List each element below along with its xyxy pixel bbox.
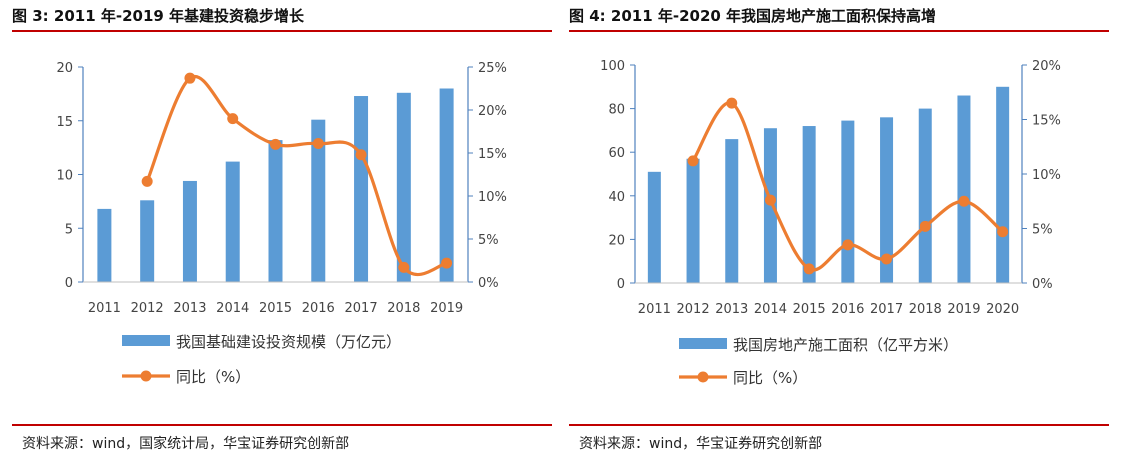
x-tick-label: 2015: [793, 302, 826, 317]
bar: [396, 92, 411, 282]
legend-label-bar: 我国基础建设投资规模（万亿元）: [176, 333, 401, 351]
x-tick-label: 2014: [754, 302, 787, 317]
x-tick-label: 2011: [638, 302, 671, 317]
legend-swatch-bar: [122, 335, 170, 346]
line-point: [227, 113, 239, 125]
source-rule: [12, 424, 552, 426]
line-point: [842, 239, 854, 251]
y-tick-label-left: 40: [608, 190, 625, 205]
bar: [957, 95, 971, 284]
bar: [311, 119, 326, 282]
line-point: [355, 149, 367, 161]
y-tick-label-right: 20%: [1032, 59, 1061, 74]
x-tick-label: 2014: [216, 301, 249, 316]
bar: [841, 120, 855, 283]
chart-panel-infrastructure: 图 3: 2011 年-2019 年基建投资稳步增长 0 5 10 15 20 0% 5% 1…: [12, 0, 562, 463]
bar: [918, 108, 932, 283]
bar: [225, 161, 240, 282]
legend-label-bar: 我国房地产施工面积（亿平方米）: [733, 336, 958, 354]
chart-title: 图 4: 2011 年-2020 年我国房地产施工面积保持高增: [569, 7, 937, 25]
line-point: [881, 253, 893, 265]
legend-swatch-bar: [679, 338, 727, 349]
x-tick-label: 2020: [986, 302, 1019, 317]
legend-label-line: 同比（%）: [176, 368, 250, 386]
line-point: [803, 263, 815, 275]
y-tick-label-right: 15%: [478, 147, 507, 162]
line-point: [687, 155, 699, 167]
line-point: [919, 220, 931, 232]
y-tick-label-left: 100: [600, 59, 625, 74]
y-tick-label-left: 10: [56, 169, 73, 184]
chart-real-estate-construction-area: 0 20 40 60 80 100 0% 5% 10% 15% 20% 2011 2012 2013 201…: [600, 59, 1061, 387]
bar: [880, 117, 894, 283]
y-tick-label-right: 0%: [478, 276, 499, 291]
line-point: [997, 226, 1009, 238]
title-rule: [12, 30, 552, 32]
x-tick-label: 2012: [131, 301, 164, 316]
y-tick-label-right: 10%: [1032, 168, 1061, 183]
source-note: 资料来源：wind，华宝证券研究创新部: [579, 436, 823, 452]
y-tick-label-left: 15: [56, 115, 73, 130]
line-point: [398, 261, 410, 273]
source-note: 资料来源：wind，国家统计局，华宝证券研究创新部: [22, 436, 350, 452]
chart-panel-real-estate: 图 4: 2011 年-2020 年我国房地产施工面积保持高增 0 20 40 60 8…: [569, 0, 1119, 463]
bar: [647, 171, 661, 283]
y-tick-label-left: 20: [608, 233, 625, 248]
bar: [439, 88, 454, 282]
y-tick-label-right: 15%: [1032, 114, 1061, 129]
x-tick-label: 2016: [302, 301, 335, 316]
bar: [97, 208, 112, 282]
title-rule: [569, 30, 1109, 32]
y-tick-label-right: 5%: [478, 233, 499, 248]
bar: [802, 126, 816, 283]
bar: [725, 139, 739, 283]
y-tick-label-right: 5%: [1032, 223, 1053, 238]
bar: [354, 96, 369, 283]
chart-infrastructure-investment: 0 5 10 15 20 0% 5% 10% 15% 20% 25% 2011 2012 2013 2014…: [56, 61, 507, 386]
y-tick-label-left: 0: [617, 277, 625, 292]
x-tick-label: 2017: [345, 301, 378, 316]
x-tick-label: 2012: [677, 302, 710, 317]
x-tick-label: 2018: [909, 302, 942, 317]
x-tick-label: 2019: [947, 302, 980, 317]
x-tick-label: 2017: [870, 302, 903, 317]
legend-label-line: 同比（%）: [733, 369, 807, 387]
line-point: [726, 97, 738, 109]
y-tick-label-right: 20%: [478, 104, 507, 119]
x-tick-label: 2013: [173, 301, 206, 316]
x-tick-label: 2013: [715, 302, 748, 317]
line-point: [958, 195, 970, 207]
x-tick-label: 2019: [430, 301, 463, 316]
line-point: [764, 194, 776, 206]
bar: [182, 180, 197, 282]
series-line-yoy: [691, 101, 1004, 272]
line-point: [184, 72, 196, 84]
source-rule: [569, 424, 1109, 426]
bar: [996, 86, 1010, 283]
bar: [268, 140, 283, 282]
line-point: [270, 138, 281, 150]
bar: [686, 158, 700, 283]
x-tick-label: 2016: [831, 302, 864, 317]
legend-swatch-marker: [140, 370, 152, 382]
x-tick-label: 2018: [387, 301, 420, 316]
y-tick-label-left: 5: [65, 222, 73, 237]
x-tick-label: 2011: [88, 301, 121, 316]
line-point: [141, 175, 153, 187]
y-tick-label-left: 80: [608, 103, 625, 118]
chart-title: 图 3: 2011 年-2019 年基建投资稳步增长: [12, 7, 305, 25]
legend-swatch-marker: [697, 371, 709, 383]
y-tick-label-left: 60: [608, 146, 625, 161]
bar: [140, 200, 155, 282]
line-point: [441, 257, 453, 269]
line-point: [312, 138, 324, 150]
y-tick-label-left: 20: [56, 61, 73, 76]
y-tick-label-left: 0: [65, 276, 73, 291]
x-tick-label: 2015: [259, 301, 292, 316]
y-tick-label-right: 0%: [1032, 277, 1053, 292]
y-tick-label-right: 10%: [478, 190, 507, 205]
y-tick-label-right: 25%: [478, 61, 507, 76]
